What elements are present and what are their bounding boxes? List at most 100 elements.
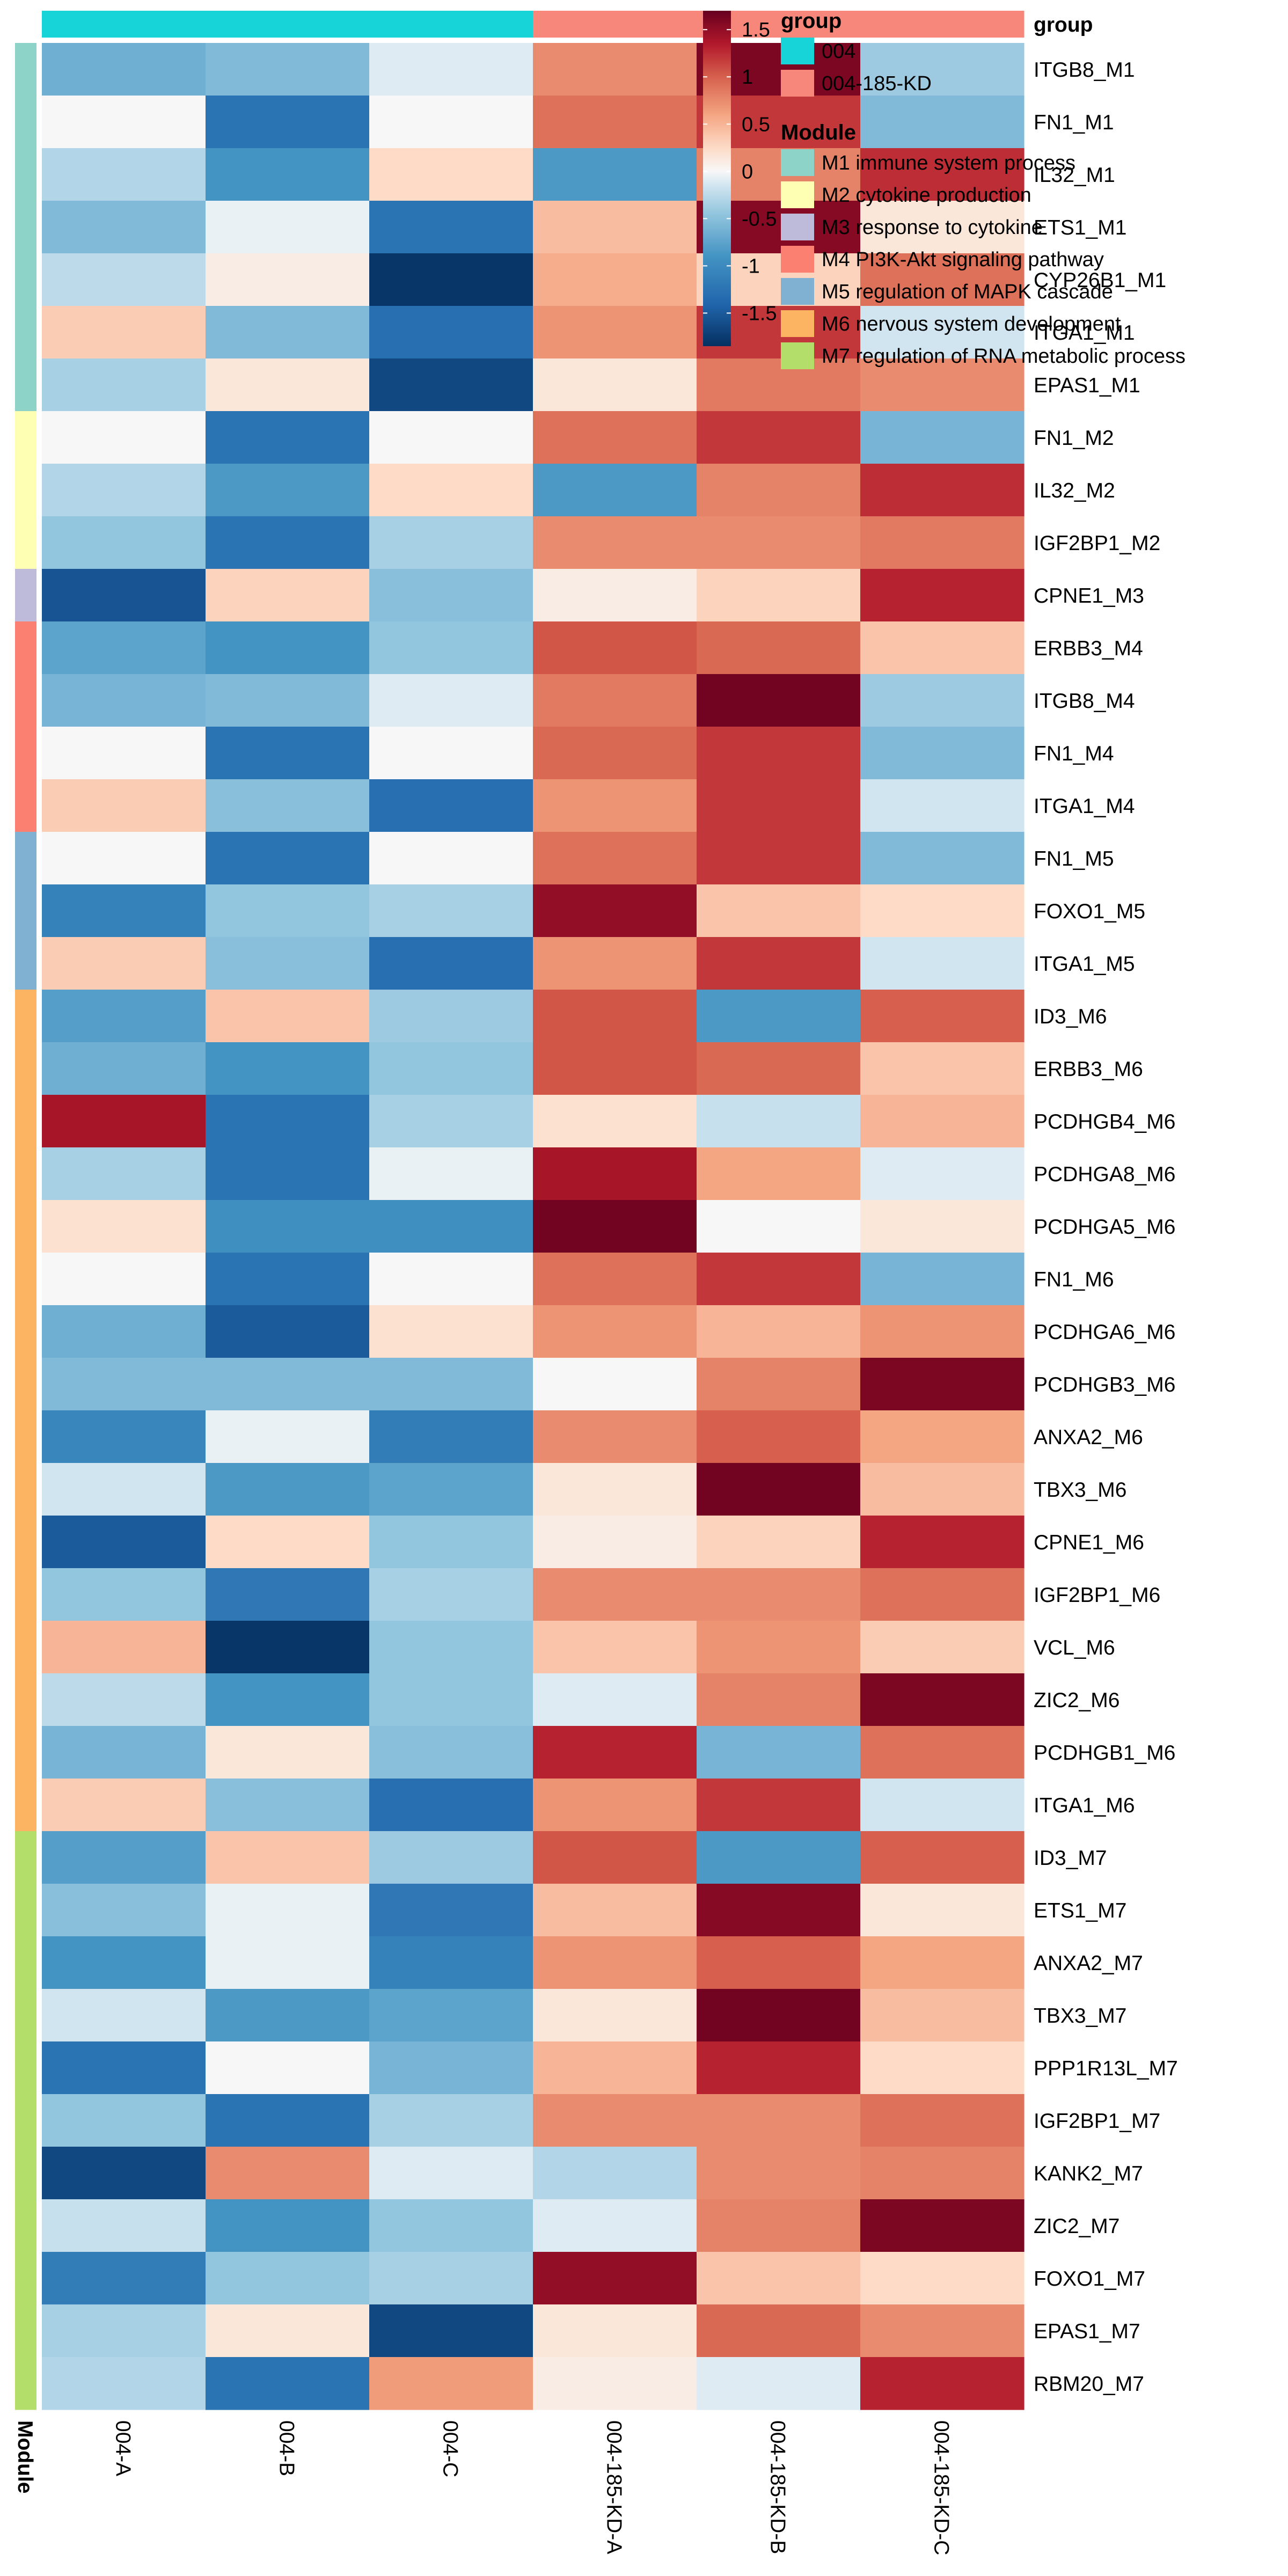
heatmap-cell [42,201,206,254]
row-label: EPAS1_M1 [1034,374,1140,397]
legend-label: M7 regulation of RNA metabolic process [822,345,1185,368]
heatmap-cell [860,884,1024,938]
module-bar-cell [15,2357,36,2410]
row-label: FOXO1_M5 [1034,900,1145,923]
row-label: ZIC2_M7 [1034,2215,1119,2238]
heatmap-cell [42,1568,206,1621]
heatmap-cell [369,1621,533,1674]
heatmap-cell [369,1831,533,1884]
row-label: ID3_M6 [1034,1005,1107,1028]
heatmap-cell [42,1305,206,1358]
module-bar-cell [15,516,36,569]
heatmap-cell [42,621,206,675]
row-label: PCDHGA5_M6 [1034,1216,1175,1239]
heatmap-cell [369,411,533,464]
heatmap-cell [533,464,697,517]
heatmap-cell [42,148,206,201]
heatmap-cell [206,2357,370,2410]
heatmap-cell [42,306,206,359]
row-label: FN1_M6 [1034,1268,1114,1291]
legend-label: M5 regulation of MAPK cascade [822,281,1113,303]
heatmap-cell [860,1463,1024,1516]
heatmap-cell [369,2252,533,2305]
module-bar-cell [15,727,36,780]
heatmap-cell [42,1147,206,1201]
heatmap-cell [533,2041,697,2095]
heatmap-cell [206,96,370,149]
row-label: TBX3_M6 [1034,1479,1126,1502]
heatmap-cell [369,1884,533,1937]
module-bar-cell [15,2094,36,2147]
heatmap-cell [369,1673,533,1726]
module-bar-cell [15,1673,36,1726]
module-bar-cell [15,253,36,306]
heatmap-cell [206,516,370,569]
heatmap-cell [369,1463,533,1516]
color-scale-tick-label: -1.5 [742,302,777,325]
row-label: PCDHGB1_M6 [1034,1741,1175,1765]
heatmap-cell [369,358,533,412]
row-label: PCDHGA8_M6 [1034,1163,1175,1186]
heatmap-cell [42,1200,206,1253]
heatmap-cell [42,96,206,149]
heatmap-cell [533,516,697,569]
heatmap-cell [206,727,370,780]
group-bar-cell [533,11,697,38]
module-bar-cell [15,937,36,990]
legend-swatch [781,342,814,369]
row-label: PCDHGB3_M6 [1034,1373,1175,1396]
heatmap-cell [533,201,697,254]
row-label: FN1_M2 [1034,427,1114,450]
heatmap-cell [42,43,206,96]
heatmap-cell [697,779,861,832]
heatmap-cell [697,1200,861,1253]
heatmap-cell [860,1673,1024,1726]
heatmap-cell [42,832,206,885]
heatmap-cell [206,2041,370,2095]
color-scale-tick-label: 1 [742,66,753,89]
heatmap-cell [369,1410,533,1463]
heatmap-cell [697,1253,861,1306]
heatmap-cell [42,727,206,780]
module-bar-cell [15,569,36,622]
heatmap-cell [369,43,533,96]
module-bar-cell [15,1779,36,1832]
legend-swatch [781,214,814,240]
module-bar-cell [15,1621,36,1674]
row-label: FN1_M1 [1034,111,1114,134]
heatmap-cell [533,1516,697,1569]
heatmap-cell [42,2041,206,2095]
heatmap-cell [206,1779,370,1832]
heatmap-cell [42,2304,206,2358]
heatmap-cell [42,2094,206,2147]
row-label: ZIC2_M6 [1034,1689,1119,1712]
heatmap-cell [206,1516,370,1569]
module-bar-cell [15,1831,36,1884]
module-bar-cell [15,1568,36,1621]
heatmap-cell [697,2147,861,2200]
heatmap-cell [860,990,1024,1043]
heatmap-cell [533,253,697,306]
legend-swatch [781,181,814,208]
heatmap-cell [533,727,697,780]
heatmap-cell [369,1147,533,1201]
legend-label: 004 [822,40,855,63]
heatmap-cell [860,1147,1024,1201]
heatmap-cell [369,2147,533,2200]
module-bar-cell [15,832,36,885]
legend-swatch [781,149,814,176]
heatmap-cell [533,1305,697,1358]
heatmap-cell [860,96,1024,149]
heatmap-cell [206,1095,370,1148]
heatmap-cell [697,621,861,675]
heatmap-cell [369,832,533,885]
heatmap-cell [369,1726,533,1779]
heatmap-cell [533,1200,697,1253]
heatmap-cell [533,990,697,1043]
heatmap-cell [369,306,533,359]
heatmap-cell [860,1779,1024,1832]
heatmap-cell [860,779,1024,832]
heatmap-cell [697,1463,861,1516]
module-bar-cell [15,148,36,201]
heatmap-cell [533,1410,697,1463]
